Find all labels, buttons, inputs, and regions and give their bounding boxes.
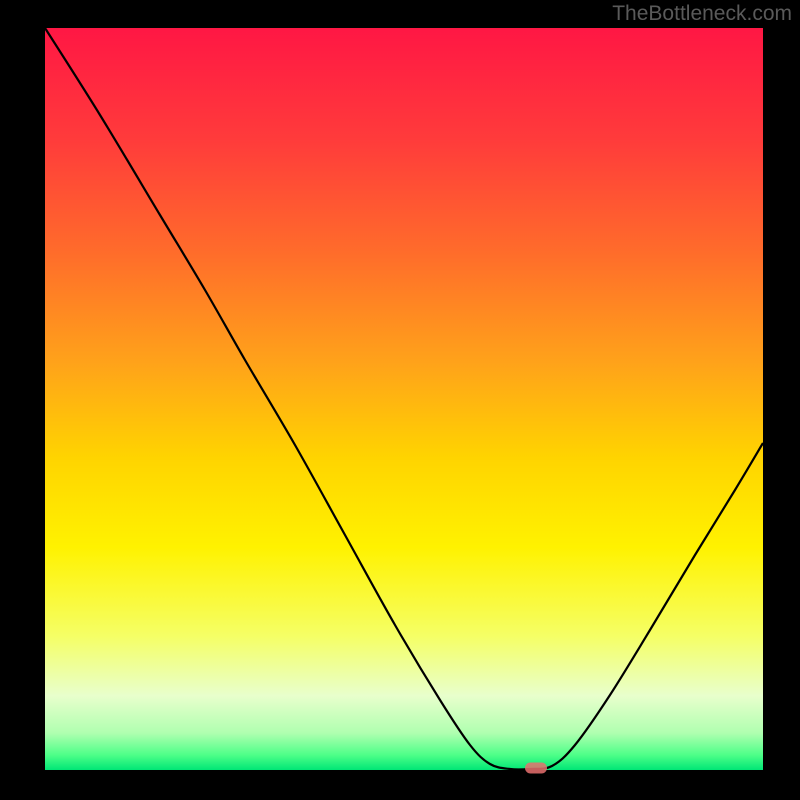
minimum-marker	[525, 763, 547, 774]
plot-background	[45, 28, 763, 770]
bottleneck-chart	[0, 0, 800, 800]
chart-container: TheBottleneck.com	[0, 0, 800, 800]
watermark-text: TheBottleneck.com	[612, 2, 792, 26]
